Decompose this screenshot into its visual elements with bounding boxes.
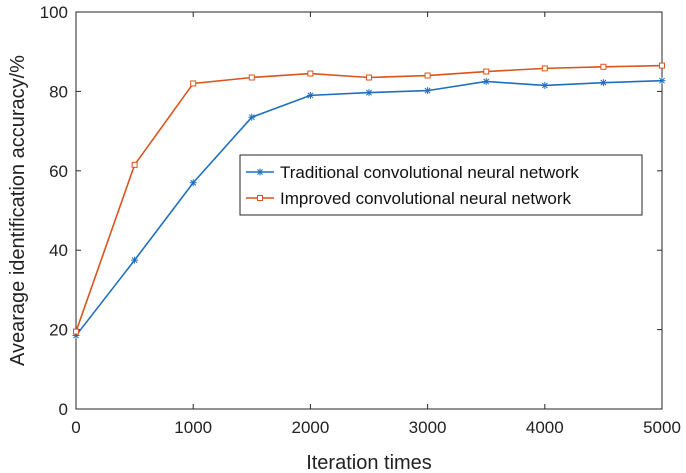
series-2-point — [131, 161, 138, 168]
series-1-point — [306, 91, 314, 99]
series-2-point — [366, 74, 372, 81]
y-tick-label: 40 — [49, 241, 68, 260]
series-1-point — [541, 81, 549, 89]
y-tick-label: 0 — [59, 400, 68, 419]
legend-label: Traditional convolutional neural network — [280, 163, 579, 182]
x-axis-title: Iteration times — [306, 452, 432, 473]
y-tick-label: 20 — [49, 321, 68, 340]
legend-box — [239, 154, 643, 216]
series-1-point — [482, 77, 490, 85]
y-axis: 0 20 40 60 80 100 — [40, 3, 662, 419]
series-2-point — [659, 62, 665, 69]
legend-entry-2: Improved convolutional neural network — [246, 189, 572, 208]
series-1-point — [658, 77, 666, 85]
series-layer — [72, 62, 666, 340]
series-1-point — [131, 256, 139, 264]
series-2-point — [424, 72, 431, 79]
x-tick-label: 1000 — [174, 418, 212, 437]
x-axis: 0 1000 2000 3000 4000 5000 — [71, 12, 681, 437]
series-2-point — [190, 80, 197, 87]
x-tick-label: 0 — [71, 418, 80, 437]
y-tick-label: 100 — [40, 3, 68, 22]
series-1-point — [365, 89, 373, 97]
x-tick-label: 3000 — [409, 418, 447, 437]
y-axis-title: Avearage identification accuracy/% — [7, 55, 29, 366]
legend-entry-1: Traditional convolutional neural network — [246, 163, 579, 182]
y-tick-label: 60 — [49, 162, 68, 181]
series-1-point — [599, 79, 607, 87]
series-2-point — [248, 74, 255, 81]
series-2-point — [307, 70, 314, 77]
series-2 — [73, 62, 665, 335]
series-2-point — [541, 65, 548, 72]
series-2-point — [600, 63, 607, 70]
x-tick-label: 2000 — [291, 418, 329, 437]
x-tick-label: 5000 — [643, 418, 681, 437]
legend-swatch-marker — [256, 168, 264, 176]
series-1-point — [189, 179, 197, 187]
legend-swatch-marker — [257, 195, 263, 201]
series-1-point — [248, 113, 256, 121]
series-1-point — [424, 87, 432, 95]
y-tick-label: 80 — [49, 82, 68, 101]
series-2-point — [73, 328, 79, 335]
series-2-point — [483, 68, 490, 75]
legend: Traditional convolutional neural network… — [239, 154, 643, 216]
x-tick-label: 4000 — [526, 418, 564, 437]
legend-label: Improved convolutional neural network — [280, 189, 572, 208]
